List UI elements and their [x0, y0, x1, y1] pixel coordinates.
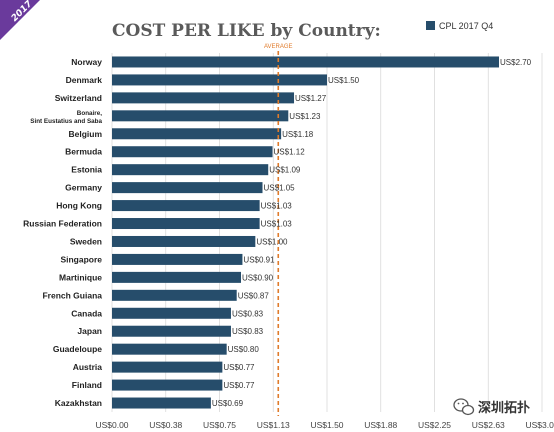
bar: [112, 128, 282, 140]
value-label: US$0.83: [232, 309, 264, 318]
bar: [112, 307, 231, 319]
category-label: Martinique: [59, 272, 102, 282]
bar: [112, 92, 295, 104]
category-label: Russian Federation: [23, 219, 102, 229]
gridlines: [111, 53, 543, 412]
x-axis-tick-labels: US$0.00 US$0.38 US$0.75 US$1.13 US$1.50 US$1.…: [95, 420, 554, 430]
legend: CPL 2017 Q4: [426, 21, 493, 31]
bar: [112, 361, 223, 373]
watermark: 深圳拓扑: [453, 398, 530, 416]
bar: [112, 110, 289, 122]
value-label: US$2.70: [500, 58, 532, 67]
average-label: AVERAGE: [264, 44, 293, 50]
value-label: US$0.69: [212, 399, 244, 408]
value-label: US$1.09: [269, 166, 301, 175]
value-label: US$1.18: [282, 130, 314, 139]
badge-ribbon: [0, 0, 40, 40]
value-label: US$0.90: [242, 273, 274, 282]
x-tick-label: US$3.00: [525, 420, 554, 430]
value-label: US$0.91: [243, 255, 275, 264]
x-tick-label: US$1.13: [257, 420, 290, 430]
bar: [112, 74, 327, 86]
category-label: Bermuda: [65, 147, 102, 157]
legend-swatch: [426, 21, 435, 30]
value-label: US$1.03: [261, 202, 293, 211]
category-label: Estonia: [71, 165, 102, 175]
category-label: Japan: [77, 326, 102, 336]
value-label: US$1.27: [295, 94, 327, 103]
category-label: Sweden: [70, 236, 102, 246]
x-tick-label: US$0.38: [149, 420, 182, 430]
category-label: Germany: [65, 183, 102, 193]
wechat-icon: [453, 398, 475, 416]
bar: [112, 343, 227, 355]
watermark-text: 深圳拓扑: [478, 400, 530, 416]
category-label: Hong Kong: [56, 201, 102, 211]
category-label: Switzerland: [55, 93, 102, 103]
value-label: US$0.83: [232, 327, 264, 336]
category-label: Canada: [71, 308, 102, 318]
category-label: Bonaire,: [77, 110, 102, 117]
bar: [112, 146, 273, 158]
bar: [112, 164, 269, 176]
chart-title: COST PER LIKE by Country:: [112, 21, 381, 41]
value-label: US$0.77: [223, 381, 255, 390]
bar: [112, 289, 237, 301]
category-label: Finland: [72, 380, 102, 390]
category-label: Austria: [73, 362, 103, 372]
x-tick-label: US$0.75: [203, 420, 236, 430]
bar: [112, 325, 231, 337]
x-tick-label: US$1.88: [364, 420, 397, 430]
x-tick-label: US$2.63: [472, 420, 505, 430]
x-tick-label: US$1.50: [310, 420, 343, 430]
bar: [112, 218, 260, 230]
value-label: US$1.23: [289, 112, 321, 121]
category-label: Kazakhstan: [55, 398, 102, 408]
x-tick-label: US$0.00: [95, 420, 128, 430]
bar: [112, 253, 243, 265]
value-label: US$1.05: [264, 184, 296, 193]
value-label: US$0.87: [238, 291, 270, 300]
bar: [112, 271, 241, 283]
x-tick-label: US$2.25: [418, 420, 451, 430]
legend-label: CPL 2017 Q4: [439, 21, 493, 31]
bars: [112, 56, 499, 409]
bar: [112, 397, 211, 409]
category-label: Belgium: [68, 129, 102, 139]
value-label: US$1.50: [328, 76, 360, 85]
category-label: Sint Eustatius and Saba: [30, 118, 102, 125]
bar: [112, 200, 260, 212]
category-label: Singapore: [60, 254, 102, 264]
value-label: US$1.12: [274, 148, 306, 157]
value-label: US$1.00: [256, 237, 288, 246]
category-label: French Guiana: [42, 290, 102, 300]
category-label: Guadeloupe: [53, 344, 102, 354]
category-labels: Norway Denmark Switzerland Bonaire,Sint Eus…: [23, 57, 102, 408]
value-label: US$0.80: [228, 345, 260, 354]
bar: [112, 182, 263, 194]
value-label: US$1.03: [261, 220, 293, 229]
category-label: Denmark: [66, 75, 103, 85]
review-badge: 2017 Review: [0, 0, 40, 40]
bar: [112, 56, 499, 68]
bar: [112, 235, 256, 247]
category-label: Norway: [71, 57, 102, 67]
bar: [112, 379, 223, 391]
value-label: US$0.77: [223, 363, 255, 372]
